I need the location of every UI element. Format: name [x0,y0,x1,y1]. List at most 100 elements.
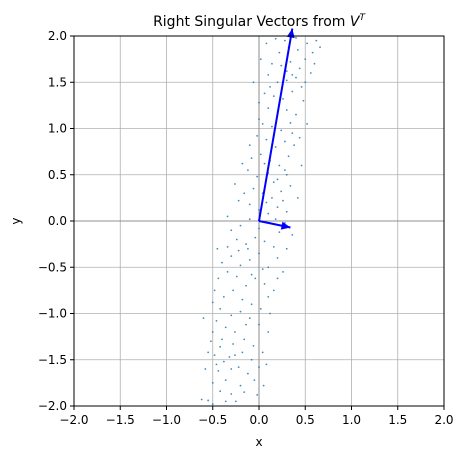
data-point [261,351,264,354]
data-point [234,400,237,403]
data-point [230,255,233,258]
data-point [262,384,265,387]
data-point [267,295,270,298]
data-point [247,169,249,172]
data-point [239,224,242,227]
data-point [258,209,260,211]
data-point [263,240,266,243]
data-point [248,144,251,147]
data-point [215,363,218,366]
data-point [306,42,308,45]
data-point [230,393,233,395]
data-point [224,379,227,381]
data-point [267,212,270,215]
data-point [263,92,266,95]
data-point [248,218,251,221]
singular-vector-1-arrowhead [286,28,295,39]
x-tick-label: 0.0 [249,413,268,427]
data-point [267,107,270,110]
data-point [304,81,307,84]
data-point [282,270,284,273]
data-point [298,67,301,70]
data-point [258,227,260,230]
data-point [296,48,299,51]
data-point [258,101,260,104]
data-point [258,323,260,326]
data-point [269,312,271,315]
data-point [226,215,229,218]
data-point [230,314,233,317]
data-point [243,338,246,341]
data-point [261,268,264,270]
data-point [302,99,305,102]
data-point [304,58,307,61]
data-point [222,360,225,363]
data-point [263,283,266,285]
data-point [224,326,227,329]
data-point [202,317,205,320]
data-point [265,201,268,204]
data-point [250,358,253,361]
x-tick-label: 1.0 [342,413,361,427]
data-point [285,79,288,82]
y-tick-label: 0.5 [48,168,67,182]
data-point [235,238,238,241]
data-point [239,384,242,387]
data-point [276,257,279,259]
data-point [291,132,294,135]
data-point [282,98,284,100]
data-point [276,277,279,280]
data-point [239,310,242,313]
singular-vector-2-arrowhead [280,221,291,230]
data-point [265,138,268,141]
y-tick-label: −1.0 [38,307,67,321]
data-point [226,270,229,273]
data-point [207,399,210,402]
data-point [271,125,273,128]
y-axis-label: y [9,217,23,224]
data-point [269,85,271,88]
data-point [291,90,294,93]
data-point [252,187,255,190]
data-point [291,233,294,236]
data-point [256,394,259,396]
data-point [237,249,240,252]
data-point [254,236,257,239]
x-tick-label: −1.0 [152,413,181,427]
data-point [228,356,231,358]
x-tick-label: −2.0 [59,413,88,427]
x-tick-label: 1.5 [388,413,407,427]
data-point [259,58,262,61]
data-point [226,246,229,248]
data-point [248,317,251,320]
data-point [278,51,281,54]
data-point [276,206,279,209]
data-point [221,338,223,341]
data-point [319,46,321,48]
data-point [313,62,316,65]
data-point [291,73,294,76]
data-point [271,62,273,65]
data-point [241,162,244,165]
data-point [285,247,288,250]
data-point [248,203,251,206]
data-point [237,199,240,202]
data-point [278,164,281,167]
data-point [211,403,214,406]
data-point [298,136,301,139]
data-point [267,73,270,76]
data-point [210,340,212,343]
data-point [282,199,284,202]
data-point [254,277,257,280]
data-point [235,275,238,278]
x-tick-label: 0.5 [296,413,315,427]
singular-vector-1 [258,28,294,222]
data-point [272,181,275,184]
data-point [245,243,247,246]
data-point [280,190,283,193]
data-point [272,246,275,248]
data-point [280,64,283,67]
data-point [287,155,290,158]
data-point [278,231,281,234]
